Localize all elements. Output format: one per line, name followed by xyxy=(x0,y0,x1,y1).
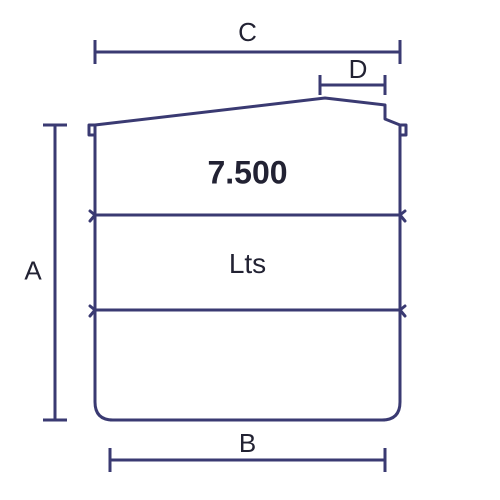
tank-band xyxy=(90,306,405,316)
capacity-value: 7.500 xyxy=(207,154,287,190)
tank-band xyxy=(90,211,405,221)
tank-rim xyxy=(89,125,406,135)
capacity-units: Lts xyxy=(229,248,266,279)
dim-a-label: A xyxy=(24,255,42,285)
dim-c-label: C xyxy=(238,17,257,47)
dim-b-label: B xyxy=(239,428,256,458)
tank-lid xyxy=(95,98,400,125)
dim-d-label: D xyxy=(349,54,368,84)
